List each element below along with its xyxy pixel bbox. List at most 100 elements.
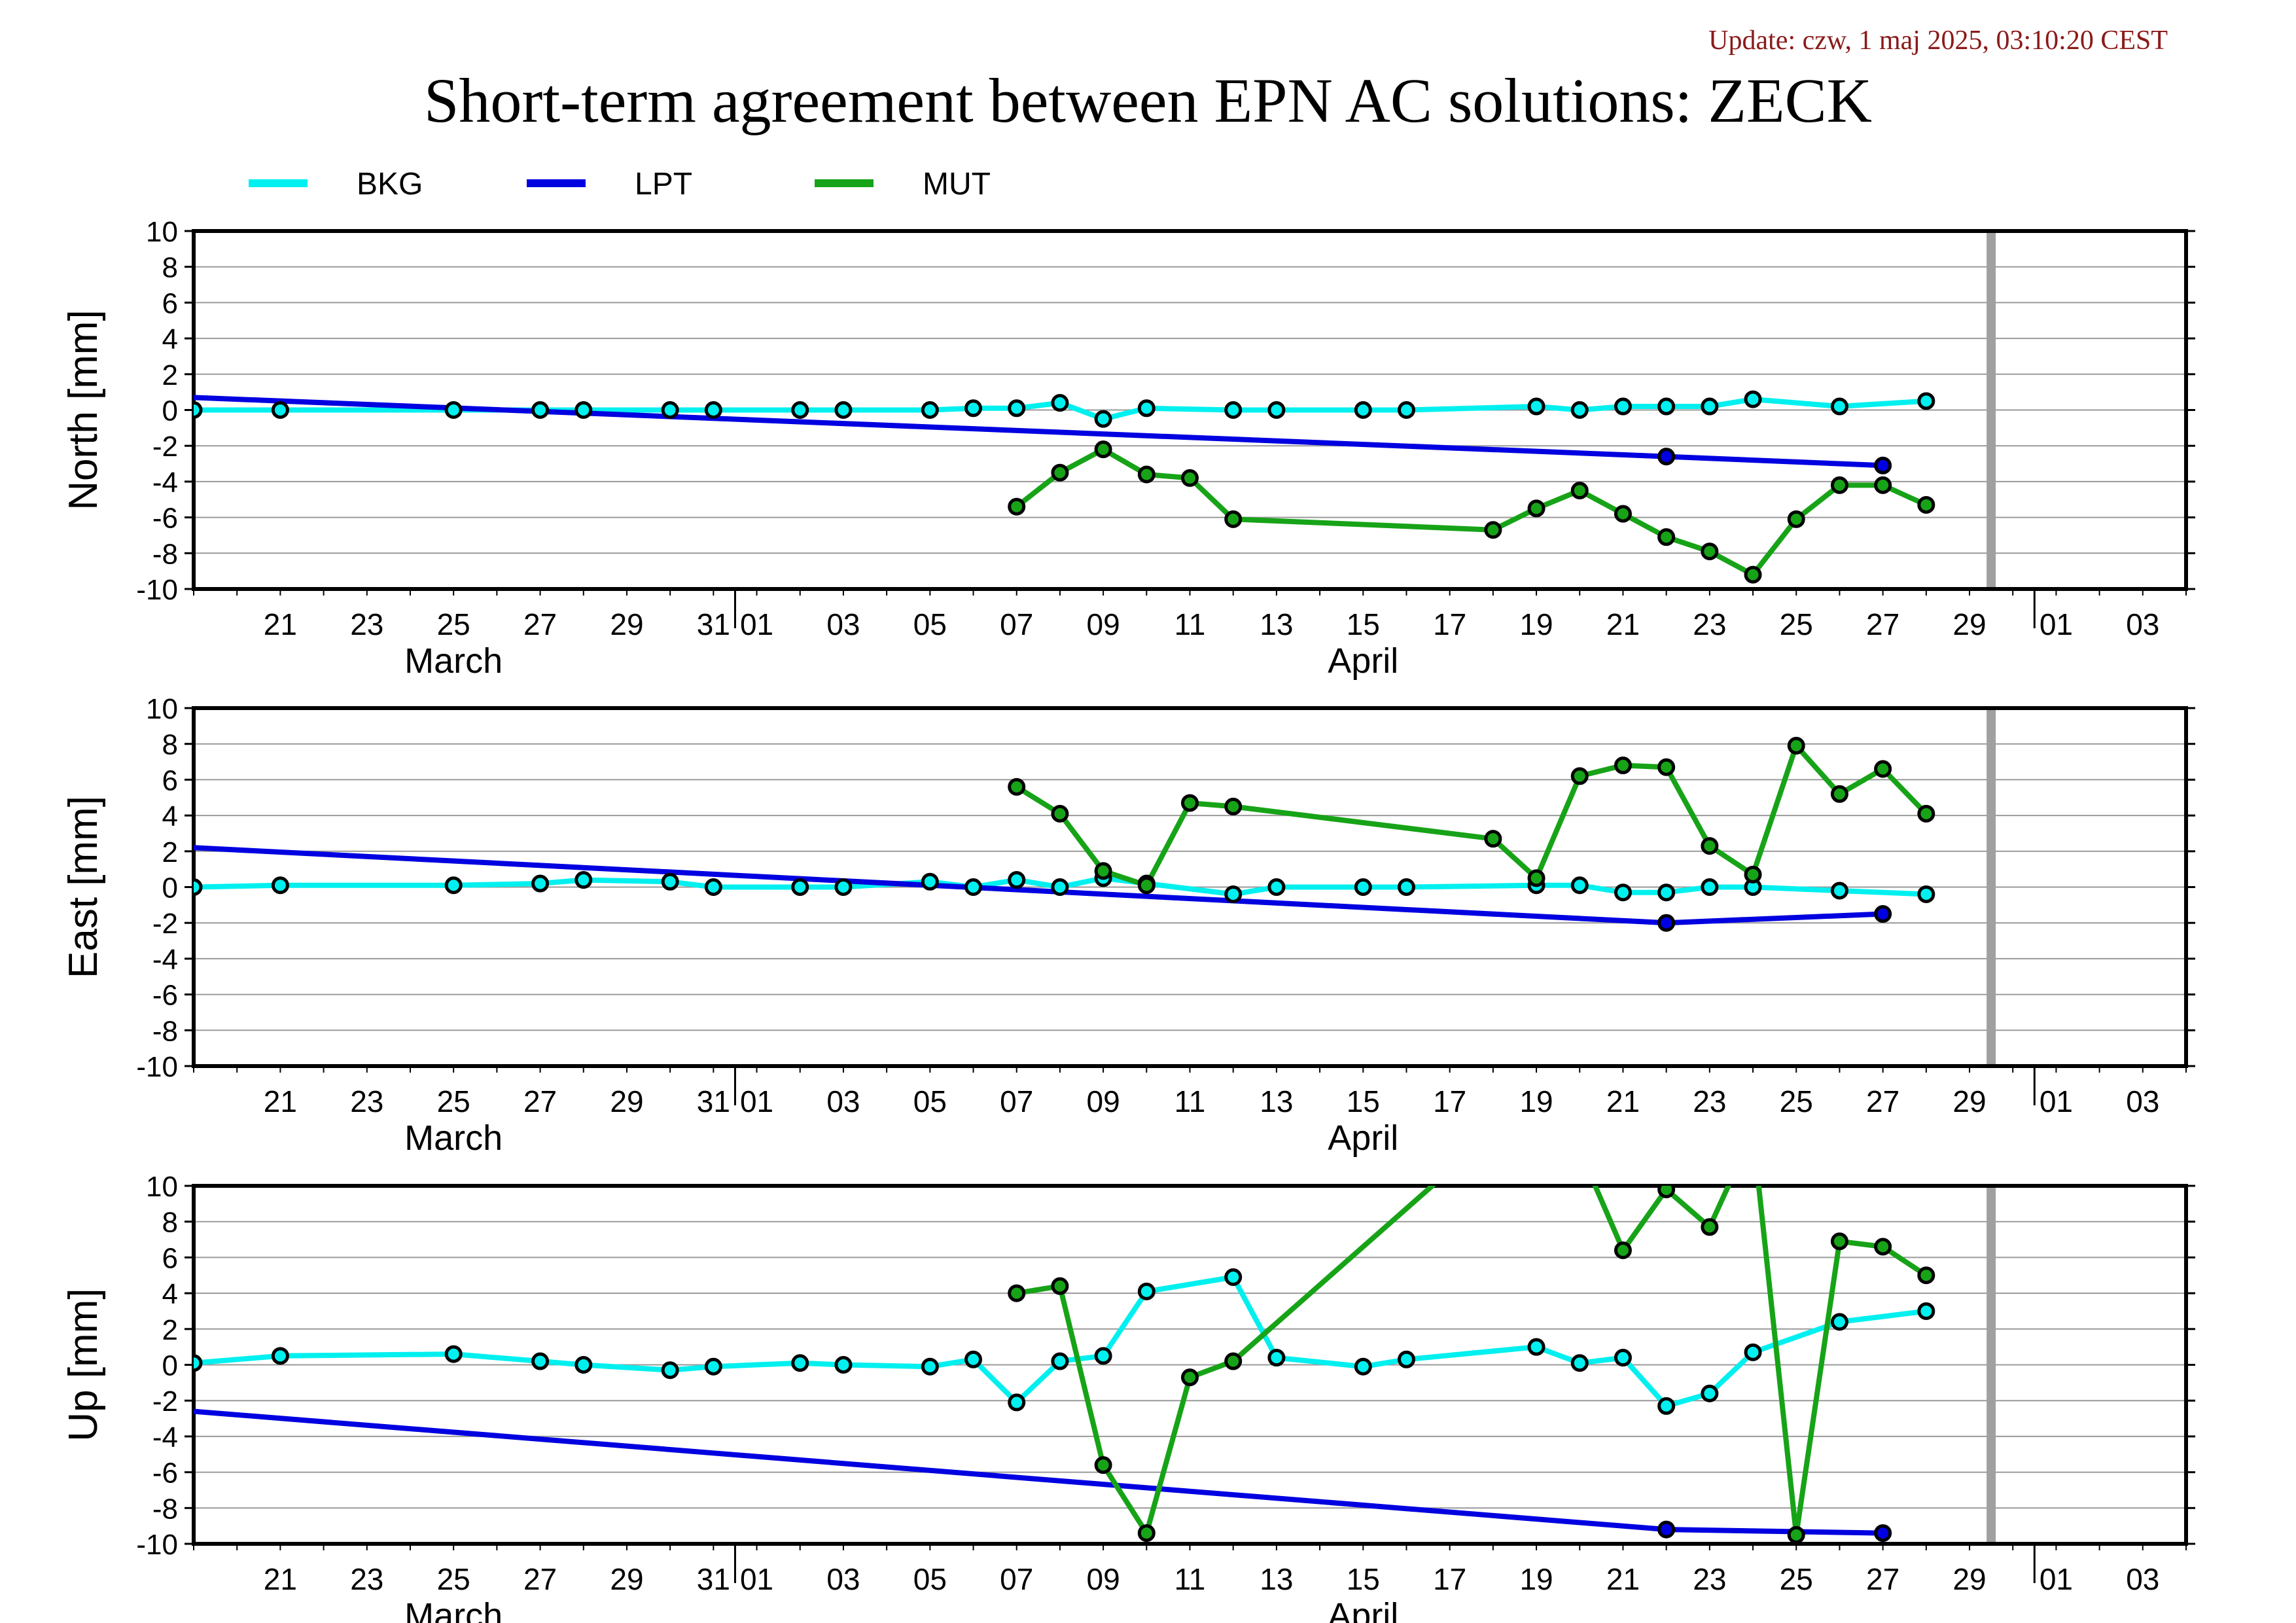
data-point-bkg: [921, 872, 939, 891]
y-tick-label: -2: [152, 431, 178, 463]
x-tick-label: 27: [1866, 1562, 1899, 1596]
x-tick-label: 21: [1606, 607, 1640, 641]
y-tick-label: 0: [162, 395, 178, 427]
data-point-bkg: [531, 1352, 550, 1370]
data-point-mut: [1527, 499, 1545, 518]
y-axis-label: Up [mm]: [61, 1288, 106, 1441]
data-point-bkg: [1051, 878, 1069, 896]
data-point-bkg: [1830, 1313, 1848, 1331]
data-point-bkg: [1917, 1302, 1935, 1320]
panel-up: 10 86 4 2 0-2-4-6 -8 -10 Up [mm] 21 23 25 27 29 31 01 0…: [61, 1171, 2195, 1623]
x-tick-label: 25: [437, 1562, 470, 1596]
y-tick-label: -2: [152, 1385, 178, 1418]
x-tick-label: 23: [350, 607, 383, 641]
data-point-bkg: [1137, 399, 1156, 418]
legend-label: MUT: [923, 167, 991, 202]
x-tick-label: 19: [1519, 607, 1553, 641]
data-point-mut: [1874, 476, 1892, 494]
x-tick-label: 15: [1347, 607, 1380, 641]
x-tick-label: 01: [740, 607, 773, 641]
data-point-mut: [1744, 565, 1762, 584]
x-tick-label: 29: [1952, 1562, 1986, 1596]
data-point-bkg: [444, 876, 463, 895]
data-point-mut: [1484, 521, 1502, 539]
data-point-bkg: [194, 401, 203, 419]
data-point-lpt: [1657, 448, 1676, 466]
data-point-mut: [1094, 440, 1112, 459]
data-point-mut: [1094, 862, 1112, 880]
x-tick-label: 29: [610, 1084, 643, 1118]
x-tick-label: 27: [1866, 1084, 1899, 1118]
data-point-bkg: [1008, 871, 1026, 889]
data-point-lpt: [1874, 905, 1892, 923]
x-tick-label: 03: [826, 607, 860, 641]
x-tick-label: 25: [1780, 607, 1813, 641]
data-point-bkg: [1527, 1338, 1545, 1356]
data-point-mut: [1874, 760, 1892, 778]
data-point-mut: [1917, 1266, 1935, 1285]
date-marker-bar: [1987, 708, 1996, 1066]
x-tick-label: 07: [1000, 607, 1033, 641]
data-point-mut: [1874, 1238, 1892, 1256]
x-tick-label: 05: [913, 1084, 947, 1118]
x-tick-label: 09: [1087, 607, 1120, 641]
y-tick-label: -8: [152, 1493, 178, 1525]
month-label: April: [1328, 1118, 1398, 1158]
data-point-bkg: [1094, 410, 1112, 428]
legend-label: BKG: [357, 167, 423, 202]
data-point-bkg: [1094, 1347, 1112, 1365]
data-point-bkg: [1570, 401, 1589, 419]
y-tick-label: 10: [146, 216, 178, 248]
data-point-bkg: [1657, 397, 1676, 416]
series-group: [194, 1186, 1935, 1544]
data-point-mut: [1744, 865, 1762, 883]
data-point-mut: [1008, 777, 1026, 796]
y-tick-label: 4: [162, 800, 178, 832]
y-tick-label: 8: [162, 1207, 178, 1239]
data-point-bkg: [1137, 1282, 1156, 1300]
series-line-mut: [1016, 1186, 1928, 1538]
y-tick-label: 6: [162, 287, 178, 319]
legend-item-mut: MUT: [815, 167, 991, 202]
data-point-mut: [1008, 497, 1026, 516]
data-point-bkg: [1354, 1357, 1372, 1376]
x-tick-label: 01: [2040, 1084, 2073, 1118]
x-tick-label: 23: [1693, 1084, 1726, 1118]
x-tick-label: 21: [264, 1084, 297, 1118]
data-point-bkg: [964, 399, 983, 418]
x-tick-label: 03: [2126, 1084, 2159, 1118]
x-tick-label: 23: [350, 1562, 383, 1596]
data-point-mut: [1614, 757, 1632, 775]
data-point-bkg: [1614, 1349, 1632, 1367]
data-point-mut: [1051, 463, 1069, 482]
data-point-bkg: [271, 401, 289, 419]
data-point-bkg: [964, 1350, 983, 1368]
y-tick-label: -10: [136, 574, 178, 606]
data-point-bkg: [444, 401, 463, 419]
data-point-bkg: [1267, 401, 1286, 419]
data-point-mut: [1701, 543, 1719, 561]
data-point-bkg: [1051, 394, 1069, 412]
data-point-bkg: [531, 874, 550, 893]
y-tick-label: 8: [162, 252, 178, 284]
data-point-mut: [1787, 1525, 1805, 1544]
x-tick-label: 03: [2126, 1562, 2159, 1596]
data-point-mut: [1614, 1241, 1632, 1259]
legend-item-bkg: BKG: [249, 167, 423, 202]
x-tick-label: 29: [610, 1562, 643, 1596]
legend-label: LPT: [635, 167, 692, 202]
data-point-bkg: [661, 1361, 679, 1380]
data-point-bkg: [1397, 1350, 1415, 1368]
x-tick-label: 01: [2040, 1562, 2073, 1596]
x-tick-label: 17: [1433, 607, 1466, 641]
x-tick-label: 29: [1952, 607, 1986, 641]
x-tick-label: 15: [1347, 1084, 1380, 1118]
data-point-bkg: [1224, 401, 1243, 419]
x-tick-label: 31: [697, 607, 730, 641]
data-point-mut: [1657, 528, 1676, 546]
y-tick-label: -6: [152, 503, 178, 535]
data-point-bkg: [1570, 876, 1589, 895]
data-point-bkg: [444, 1345, 463, 1363]
data-point-mut: [1181, 1368, 1199, 1387]
